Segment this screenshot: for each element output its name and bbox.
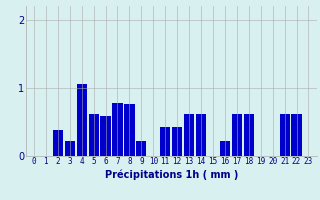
Bar (160, 127, 170, 156)
Bar (124, 104, 134, 156)
Bar (244, 114, 254, 156)
Bar (89, 114, 99, 156)
Bar (76, 84, 87, 156)
Bar (220, 141, 230, 156)
Bar (100, 116, 111, 156)
Bar (172, 127, 182, 156)
Bar (184, 114, 194, 156)
X-axis label: Précipitations 1h ( mm ): Précipitations 1h ( mm ) (105, 169, 238, 180)
Bar (65, 141, 75, 156)
Bar (112, 103, 123, 156)
Bar (292, 114, 301, 156)
Bar (53, 130, 63, 156)
Bar (196, 114, 206, 156)
Bar (136, 141, 147, 156)
Bar (232, 114, 242, 156)
Bar (279, 114, 290, 156)
